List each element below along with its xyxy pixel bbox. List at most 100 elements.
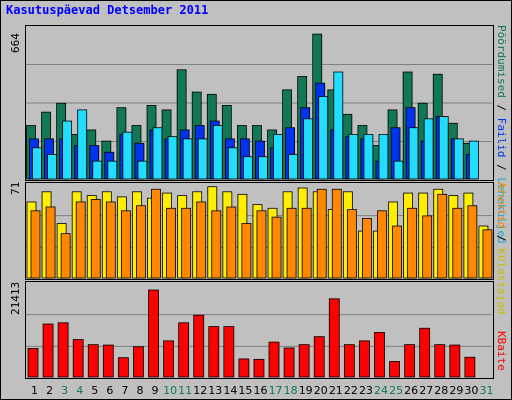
day-label: 5 [91,384,98,397]
bar-pages [47,154,57,180]
day-label: 20 [314,384,328,397]
bar-sites [196,201,207,279]
bar-sites [467,205,478,279]
day-label: 1 [31,384,38,397]
bar-sites [60,233,71,279]
day-label: 24 [374,384,388,397]
bar-sites [392,225,402,279]
bar-kbytes [148,289,159,378]
bar-pages [423,118,434,180]
bar-pages [468,140,479,180]
bar-sites [452,207,463,279]
day-label: 6 [106,384,113,397]
bar-kbytes [42,323,54,378]
bar-kbytes [359,340,370,378]
bar-kbytes [178,322,190,378]
bar-sites [120,210,131,279]
bar-pages [182,138,193,180]
bar-pages [167,136,178,180]
day-label: 10 [163,384,177,397]
day-label: 30 [464,384,478,397]
day-label: 19 [299,384,313,397]
bar-sites [407,207,418,279]
bar-pages [258,156,268,180]
bar-kbytes [27,348,39,378]
day-label: 4 [76,384,83,397]
bar-kbytes [163,340,174,378]
bar-sites [241,223,252,279]
day-label: 2 [46,384,53,397]
bar-kbytes [298,344,310,378]
bar-kbytes [313,336,325,378]
bar-pages [438,116,449,180]
chart-title: Kasutuspäevad Detsember 2011 [6,3,209,17]
bar-sites [151,188,161,279]
bar-pages [212,125,223,180]
bar-pages [92,160,103,180]
bar-sites [316,188,327,279]
bar-sites [301,207,312,279]
day-label: 8 [136,384,143,397]
bar-pages [303,118,314,180]
bar-kbytes [57,322,69,378]
day-label: 23 [359,384,373,397]
bar-sites [437,193,448,279]
bar-sites [90,199,101,279]
bar-kbytes [434,344,446,378]
bar-pages [333,71,344,180]
bar-pages [318,96,329,180]
day-label: 25 [389,384,403,397]
bar-sites [45,206,56,279]
bar-kbytes [238,358,250,378]
bar-pages [348,134,359,180]
bar-sites [226,206,237,279]
bar-pages [32,147,42,180]
bar-pages [122,131,133,180]
day-label: 21 [329,384,343,397]
bar-sites [286,207,297,279]
bar-pages [363,134,374,180]
day-label: 22 [344,384,358,397]
bar-kbytes [328,298,340,378]
bar-kbytes [87,344,99,378]
bar-sites [256,210,267,279]
bar-sites [346,209,357,279]
bar-kbytes [283,347,295,378]
day-label: 7 [121,384,128,397]
bar-sites [362,218,372,279]
bar-pages [393,160,404,180]
bar-kbytes [117,357,129,378]
bar-sites [422,215,433,279]
bar-kbytes [223,326,235,378]
bar-pages [453,138,464,180]
bar-pages [197,138,208,180]
day-label: 16 [254,384,268,397]
bar-kbytes [374,332,385,378]
bar-sites [166,207,176,279]
bar-kbytes [102,344,114,378]
day-label: 15 [238,384,252,397]
day-label: 17 [269,384,283,397]
bar-kbytes [133,346,144,378]
day-label: 29 [449,384,463,397]
bar-sites [271,216,282,279]
day-label: 3 [61,384,68,397]
bar-pages [152,127,163,180]
day-label: 18 [284,384,298,397]
bar-kbytes [253,358,265,378]
bar-kbytes [193,314,205,378]
day-label: 27 [419,384,433,397]
bar-pages [288,154,298,180]
bar-pages [273,134,283,180]
day-label: 13 [208,384,222,397]
day-label: 9 [152,384,159,397]
bar-sites [331,188,342,279]
bar-kbytes [449,344,461,378]
day-label: 26 [404,384,418,397]
day-label: 12 [193,384,207,397]
bar-sites [136,205,146,279]
bar-pages [62,120,73,180]
bar-pages [243,156,253,180]
